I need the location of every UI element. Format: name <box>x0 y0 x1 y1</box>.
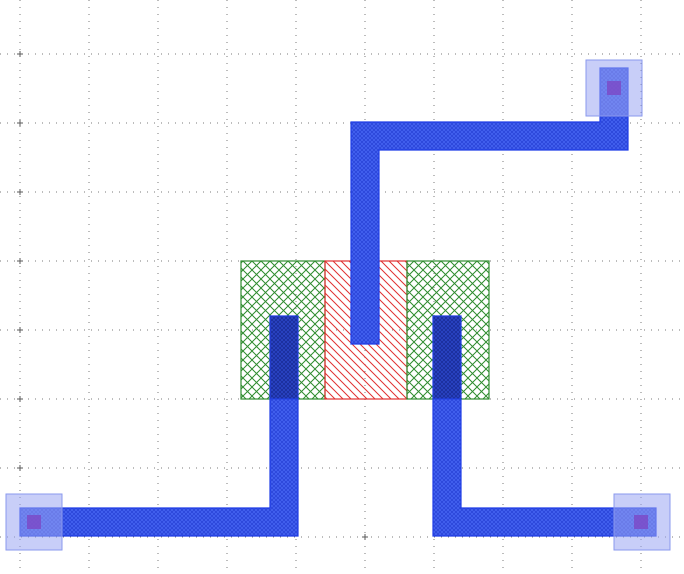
via-top-right <box>585 59 643 117</box>
contact-overlap-left <box>269 315 299 400</box>
grid-cross-mark <box>17 120 23 126</box>
via-bottom-right <box>613 493 671 551</box>
grid-cross-mark <box>17 327 23 333</box>
grid-cross-mark <box>17 51 23 57</box>
grid-cross-mark <box>17 258 23 264</box>
grid-cross-mark <box>17 189 23 195</box>
grid-cross-mark <box>362 534 368 540</box>
grid-cross-mark <box>17 465 23 471</box>
grid-cross-mark <box>17 396 23 402</box>
contact-overlap-right <box>432 315 462 400</box>
via-bottom-left <box>5 493 63 551</box>
